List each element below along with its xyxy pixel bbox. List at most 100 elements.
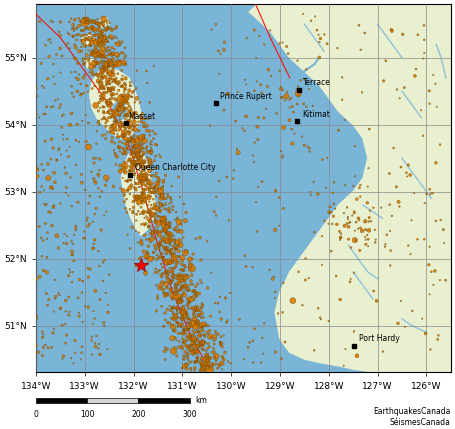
Point <box>436 141 444 148</box>
Point <box>142 196 149 203</box>
Point <box>167 288 174 295</box>
Point <box>179 326 187 333</box>
Point <box>345 224 352 230</box>
Point <box>168 278 175 284</box>
Point <box>109 114 116 121</box>
Point <box>128 111 136 118</box>
Point <box>166 320 173 326</box>
Point <box>316 39 323 45</box>
Point <box>85 17 92 24</box>
Point <box>165 230 172 237</box>
Point <box>142 145 150 152</box>
Point <box>191 335 198 342</box>
Point <box>220 356 227 363</box>
Point <box>166 276 173 283</box>
Point <box>159 183 166 190</box>
Point <box>151 227 158 234</box>
Point <box>182 342 190 349</box>
Point <box>112 161 119 168</box>
Point <box>88 337 95 344</box>
Point <box>167 307 174 314</box>
Point <box>150 196 157 202</box>
Point <box>147 144 154 151</box>
Point <box>161 214 168 221</box>
Point <box>121 113 128 120</box>
Point <box>144 79 151 86</box>
Point <box>142 163 149 170</box>
Point <box>194 303 202 310</box>
Point <box>104 80 111 87</box>
Point <box>84 265 91 272</box>
Point <box>138 145 145 151</box>
Point <box>174 306 181 313</box>
Point <box>186 342 193 349</box>
Point <box>166 208 173 215</box>
Point <box>258 89 265 96</box>
Point <box>182 263 189 270</box>
Point <box>195 332 202 339</box>
Point <box>181 352 188 359</box>
Point <box>437 217 444 224</box>
Point <box>169 274 177 281</box>
Point <box>66 143 73 150</box>
Point <box>130 154 137 161</box>
Point <box>345 220 353 227</box>
Point <box>239 125 246 132</box>
Point <box>174 298 182 305</box>
Point <box>211 208 218 215</box>
Point <box>156 285 163 292</box>
Point <box>98 96 106 103</box>
Point <box>184 316 192 323</box>
Point <box>180 330 187 337</box>
Point <box>152 141 159 148</box>
Point <box>83 14 90 21</box>
Point <box>197 358 204 365</box>
Point <box>147 209 154 216</box>
Point <box>50 103 57 110</box>
Point <box>116 101 124 108</box>
Point <box>92 205 100 212</box>
Point <box>167 194 174 201</box>
Point <box>158 218 166 225</box>
Point <box>426 186 434 193</box>
Point <box>135 118 142 125</box>
Point <box>301 142 308 148</box>
Point <box>72 224 80 231</box>
Point <box>135 127 142 134</box>
Point <box>282 97 289 104</box>
Point <box>117 92 125 99</box>
Point <box>177 330 184 337</box>
Point <box>34 173 41 180</box>
Point <box>126 166 133 173</box>
Point <box>83 16 91 23</box>
Point <box>52 293 59 300</box>
Point <box>111 130 118 137</box>
Point <box>425 88 433 94</box>
Point <box>80 38 87 45</box>
Point <box>419 315 426 322</box>
Point <box>88 17 96 24</box>
Point <box>106 51 113 58</box>
Point <box>241 76 248 83</box>
Point <box>149 211 157 218</box>
Point <box>193 328 201 335</box>
Point <box>190 345 197 352</box>
Point <box>144 210 152 217</box>
Point <box>115 60 122 67</box>
Point <box>85 304 92 311</box>
Point <box>98 227 105 233</box>
Point <box>351 143 359 150</box>
Point <box>195 320 202 326</box>
Point <box>187 365 194 372</box>
Point <box>118 67 125 74</box>
Point <box>75 294 82 301</box>
Point <box>107 101 115 108</box>
Point <box>176 309 183 316</box>
Point <box>138 189 145 196</box>
Point <box>151 227 158 234</box>
Point <box>250 359 257 366</box>
Point <box>103 118 111 124</box>
Point <box>74 88 81 95</box>
Point <box>105 61 112 68</box>
Point <box>181 326 188 333</box>
